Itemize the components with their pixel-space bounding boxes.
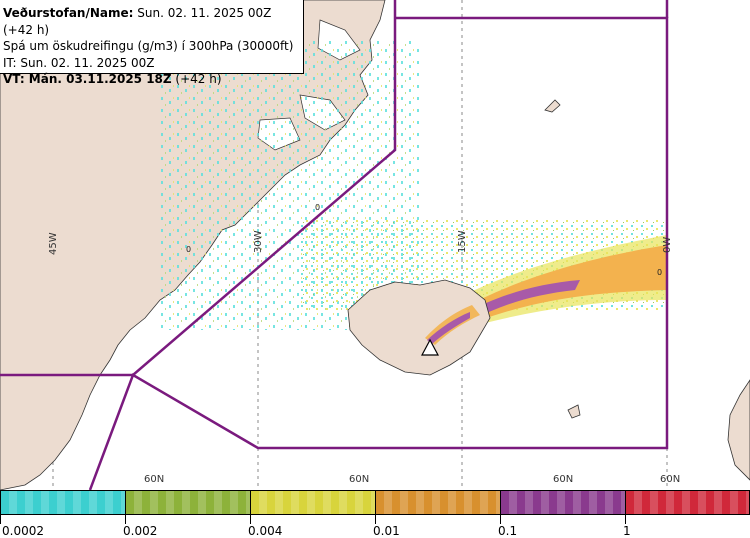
forecast-info-box: Veðurstofan/Name: Sun. 02. 11. 2025 00Z … [0, 0, 304, 86]
info-line-3: IT: Sun. 02. 11. 2025 00Z [3, 55, 155, 70]
jan-mayen-island [544, 99, 561, 113]
contour-label: 0 [315, 203, 320, 212]
legend-tick [375, 515, 376, 524]
latitude-labels: 60N 60N 60N 60N [144, 474, 680, 485]
info-valid-time: VT: Mán. 03.11.2025 18Z [3, 72, 172, 86]
legend-label: 1 [623, 524, 631, 538]
longitude-label-15w: 15W [457, 230, 468, 253]
legend-label: 0.01 [373, 524, 400, 538]
iceland-landmass [347, 279, 491, 376]
latitude-label: 60N [144, 474, 164, 485]
legend-tick [625, 515, 626, 524]
legend-tick [250, 515, 251, 524]
latitude-label: 60N [553, 474, 573, 485]
info-line-2: Spá um öskudreifingu (g/m3) í 300hPa (30… [3, 39, 294, 53]
airspace-boundaries [0, 0, 669, 491]
info-line-1: Veðurstofan/Name: Sun. 02. 11. 2025 00Z … [3, 5, 303, 38]
ash-band-purple [427, 280, 580, 340]
legend-swatch [125, 490, 251, 515]
legend-swatch [0, 490, 126, 515]
legend-label: 0.004 [248, 524, 283, 538]
info-run-time: Sun. 02. 11. 2025 00Z (+42 h) [3, 6, 272, 37]
volcano-marker[interactable] [421, 338, 439, 356]
legend-swatch [375, 490, 501, 515]
concentration-legend [0, 490, 750, 532]
longitude-labels: 45W 30W 15W 0W [48, 230, 673, 255]
longitude-label-45w: 45W [48, 232, 59, 255]
info-issuer-label: Veðurstofan/Name: [3, 6, 134, 20]
longitude-label-30w: 30W [253, 230, 264, 253]
legend-swatch [625, 490, 750, 515]
legend-tick [0, 515, 1, 524]
info-lead-time: (+42 h) [171, 72, 222, 86]
info-line-4: VT: Mán. 03.11.2025 18Z (+42 h) [3, 71, 303, 88]
legend-swatch [250, 490, 376, 515]
contour-label: 0 [657, 268, 662, 277]
legend-swatch [500, 490, 626, 515]
longitude-label-0w: 0W [662, 237, 673, 253]
latitude-label: 60N [660, 474, 680, 485]
latitude-label: 60N [349, 474, 369, 485]
legend-tick [125, 515, 126, 524]
map-canvas: 45W 30W 15W 0W 60N 60N 60N 60N 0 0 0 [0, 0, 750, 491]
legend-tick [500, 515, 501, 524]
legend-label: 0.002 [123, 524, 158, 538]
faroe-islands [567, 404, 581, 419]
legend-label: 0.0002 [2, 524, 44, 538]
contour-label: 0 [186, 245, 191, 254]
contour-labels: 0 0 0 [186, 203, 662, 277]
ash-dispersion-map[interactable]: 45W 30W 15W 0W 60N 60N 60N 60N 0 0 0 [0, 0, 750, 491]
norway-coast [727, 379, 750, 481]
legend-label: 0.1 [498, 524, 518, 538]
